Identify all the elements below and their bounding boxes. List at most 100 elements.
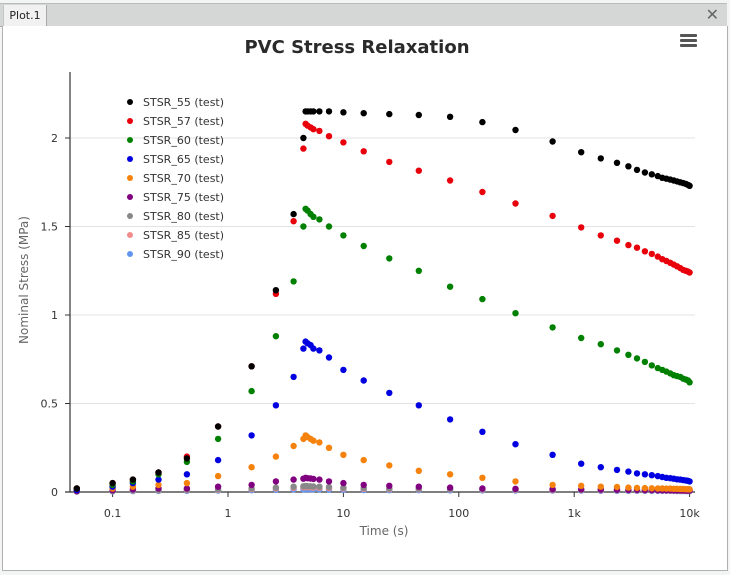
data-point	[446, 283, 454, 290]
data-point	[386, 255, 393, 262]
data-point	[340, 479, 347, 487]
series-stsr-70	[73, 432, 693, 494]
y-tick-label: 0	[51, 486, 58, 499]
data-point	[597, 155, 604, 162]
data-points	[73, 108, 693, 495]
data-point	[272, 333, 280, 340]
data-point	[272, 484, 280, 491]
y-axis-label: Nominal Stress (MPa)	[17, 216, 31, 344]
data-point	[597, 232, 604, 239]
y-tick-label: 1	[51, 309, 58, 322]
data-point	[248, 481, 255, 489]
data-point	[641, 358, 649, 366]
plot-panel	[2, 26, 728, 571]
series-stsr-55	[73, 108, 693, 492]
data-point	[214, 423, 222, 430]
data-point	[300, 145, 307, 152]
data-point	[633, 484, 641, 492]
data-point	[310, 213, 317, 220]
data-point	[386, 158, 393, 166]
legend-item[interactable]: STSR_70 (test)	[127, 172, 224, 185]
data-point	[549, 138, 556, 145]
legend-label: STSR_60 (test)	[143, 134, 224, 147]
legend-label: STSR_90 (test)	[143, 248, 224, 261]
legend-item[interactable]: STSR_90 (test)	[127, 248, 224, 261]
data-point	[625, 241, 632, 249]
data-point	[386, 462, 393, 469]
data-point	[340, 139, 347, 146]
data-point	[633, 355, 641, 362]
data-point	[446, 113, 454, 121]
data-point	[310, 437, 317, 444]
legend-marker-icon	[127, 175, 133, 181]
data-point	[340, 484, 347, 491]
legend-item[interactable]: STSR_57 (test)	[127, 115, 224, 128]
y-tick-label: 0.5	[41, 398, 59, 411]
data-point	[290, 442, 297, 450]
data-point	[73, 485, 81, 492]
close-icon[interactable]: ✕	[705, 5, 719, 24]
hamburger-menu-icon[interactable]	[680, 34, 697, 48]
data-point	[360, 456, 367, 464]
data-point	[446, 471, 454, 478]
x-axis-label: Time (s)	[359, 524, 409, 538]
data-point	[415, 467, 422, 474]
data-point	[633, 166, 641, 174]
data-point	[316, 347, 323, 354]
data-point	[155, 481, 162, 489]
data-point	[325, 108, 333, 115]
data-point	[549, 324, 556, 331]
data-point	[360, 148, 367, 155]
legend-item[interactable]: STSR_75 (test)	[127, 191, 224, 204]
data-point	[214, 435, 222, 443]
data-point	[578, 224, 585, 231]
data-point	[310, 475, 317, 483]
data-point	[633, 244, 641, 251]
data-point	[686, 269, 693, 276]
series-stsr-60	[73, 205, 693, 492]
data-point	[300, 134, 307, 142]
data-point	[686, 478, 693, 485]
data-point	[415, 483, 422, 490]
data-point	[613, 237, 621, 244]
legend-item[interactable]: STSR_65 (test)	[127, 153, 224, 166]
tab-plot-1[interactable]: Plot.1	[3, 5, 47, 26]
legend-item[interactable]: STSR_60 (test)	[127, 134, 224, 147]
tab-bar: Plot.1 ✕	[0, 3, 727, 27]
data-point	[479, 428, 486, 435]
data-point	[415, 402, 422, 409]
data-point	[183, 479, 191, 487]
legend-marker-icon	[127, 232, 133, 238]
data-point	[272, 478, 280, 485]
data-point	[613, 347, 621, 354]
data-point	[340, 232, 347, 239]
data-point	[316, 127, 323, 135]
data-point	[325, 223, 333, 230]
legend-item[interactable]: STSR_80 (test)	[127, 210, 224, 223]
data-point	[360, 242, 367, 250]
data-point	[214, 483, 222, 490]
data-point	[325, 133, 333, 140]
data-point	[648, 362, 655, 369]
data-point	[625, 351, 632, 358]
data-point	[479, 188, 486, 196]
data-point	[290, 476, 297, 483]
data-point	[340, 451, 347, 458]
data-point	[479, 474, 486, 481]
data-point	[290, 210, 297, 218]
data-point	[648, 250, 655, 258]
data-point	[512, 441, 519, 448]
data-point	[512, 200, 519, 207]
data-point	[325, 478, 333, 485]
data-point	[248, 387, 255, 395]
data-point	[183, 485, 191, 492]
data-point	[248, 464, 255, 471]
data-point	[625, 163, 632, 170]
legend-label: STSR_75 (test)	[143, 191, 224, 204]
legend-item[interactable]: STSR_55 (test)	[127, 96, 224, 109]
data-point	[641, 169, 649, 176]
data-point	[248, 363, 255, 370]
legend-item[interactable]: STSR_85 (test)	[127, 229, 224, 242]
data-point	[686, 379, 693, 386]
legend-marker-icon	[127, 156, 133, 162]
